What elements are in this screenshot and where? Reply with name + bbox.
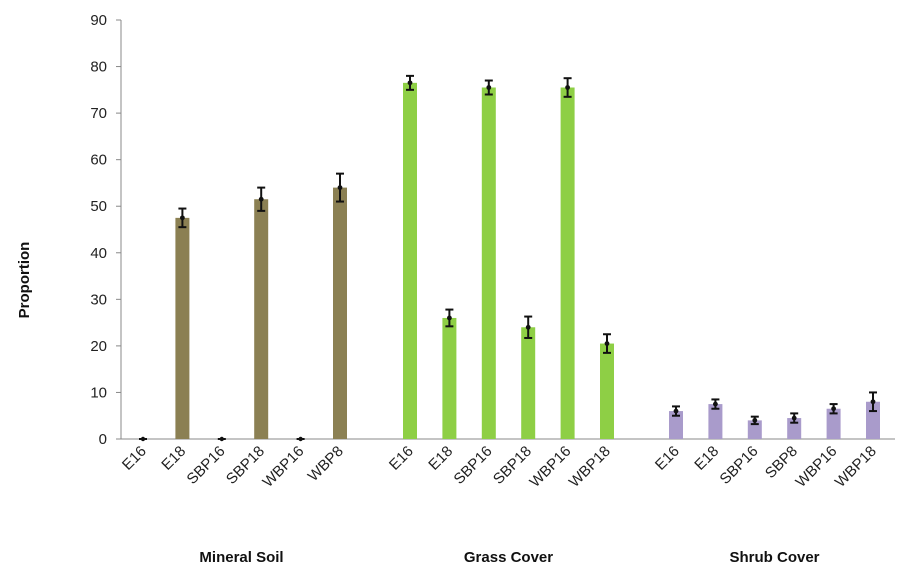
x-tick-label: E16 (119, 443, 150, 474)
bar (175, 217, 190, 439)
y-tick-label: 30 (90, 291, 107, 308)
bar (708, 404, 723, 439)
x-tick-label: WBP18 (566, 443, 614, 491)
y-tick-label: 60 (90, 152, 107, 169)
x-tick-label: WBP16 (526, 443, 574, 491)
error-bar (484, 79, 493, 96)
y-tick-label: 70 (90, 105, 107, 122)
bar (481, 87, 496, 439)
x-tick-label: E18 (158, 443, 189, 474)
bar (442, 317, 457, 439)
group-label: Mineral Soil (199, 549, 283, 566)
y-axis: 0 10 20 30 40 50 60 70 80 90 (90, 12, 895, 448)
y-tick-label: 90 (90, 12, 107, 29)
error-bar (296, 436, 305, 442)
x-tick-label: E16 (652, 443, 683, 474)
bar (560, 87, 575, 439)
bars (175, 82, 880, 439)
error-bar (257, 186, 266, 212)
error-bar (336, 172, 344, 203)
bar (333, 187, 347, 439)
error-bar (869, 391, 877, 413)
error-bar (672, 405, 680, 417)
x-tick-label: SBP16 (451, 443, 496, 488)
y-tick-label: 40 (90, 245, 107, 262)
bar (403, 82, 417, 439)
error-bar (829, 403, 838, 415)
error-bar (178, 207, 187, 229)
error-bar (445, 308, 454, 328)
error-bar (750, 415, 759, 426)
error-bar (524, 315, 533, 339)
x-tick-label: E18 (425, 443, 456, 474)
y-axis-title: Proportion (16, 242, 33, 319)
x-tick-label: E16 (386, 443, 417, 474)
error-bar (790, 412, 799, 424)
bar (254, 199, 269, 439)
group-labels: Mineral Soil Grass Cover Shrub Cover (199, 549, 819, 566)
x-tick-label: SBP16 (184, 443, 229, 488)
y-tick-label: 80 (90, 59, 107, 76)
x-tick-label: SBP16 (717, 443, 762, 488)
error-bar (563, 77, 572, 98)
bar (600, 343, 614, 439)
bar (521, 327, 536, 439)
error-bar (406, 74, 414, 91)
y-tick-label: 50 (90, 198, 107, 215)
x-tick-label: E18 (691, 443, 722, 474)
y-tick-label: 0 (99, 431, 107, 448)
group-label: Shrub Cover (729, 549, 819, 566)
y-tick-label: 10 (90, 384, 107, 401)
group-label: Grass Cover (464, 549, 553, 566)
error-bar (603, 333, 611, 354)
y-tick-label: 20 (90, 338, 107, 355)
error-bar (711, 398, 720, 410)
bar (669, 411, 683, 439)
error-bar (217, 436, 226, 442)
x-tick-label: WBP16 (792, 443, 840, 491)
error-bar (139, 436, 147, 442)
x-tick-label: WBP18 (832, 443, 880, 491)
bar (826, 408, 841, 439)
error-bars (139, 74, 877, 442)
x-tick-label: WBP8 (305, 443, 347, 485)
x-tick-label: WBP16 (259, 443, 307, 491)
